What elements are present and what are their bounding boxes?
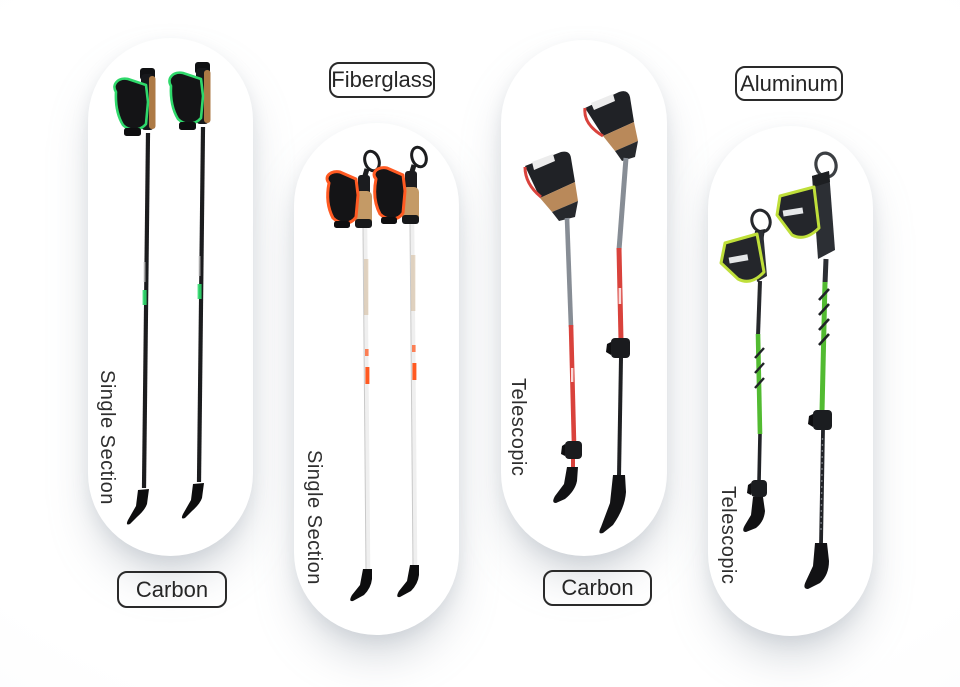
construction-type-label: Single Section (96, 370, 118, 505)
material-badge-carbon-1: Carbon (117, 571, 227, 608)
material-badge-aluminum: Aluminum (735, 66, 843, 101)
telescopic-aluminum-poles-illustration (719, 151, 838, 589)
telescopic-pole-left (523, 151, 582, 503)
telescopic-carbon-poles-illustration (523, 91, 638, 534)
telescopic-pole-right (583, 91, 638, 534)
product-card-fiberglass-single-section[interactable]: Single Section (294, 123, 459, 635)
material-badge-fiberglass: Fiberglass (329, 62, 435, 98)
material-badge-carbon-2: Carbon (543, 570, 652, 606)
product-card-aluminum-telescopic[interactable]: Telescopic (708, 126, 873, 636)
construction-type-label: Single Section (303, 450, 325, 585)
construction-type-label: Telescopic (507, 378, 529, 477)
product-card-carbon-single-section[interactable]: Single Section (88, 38, 253, 556)
product-card-carbon-telescopic[interactable]: Telescopic (501, 40, 667, 556)
construction-type-label: Telescopic (717, 486, 739, 585)
telescopic-pole-left (719, 208, 772, 532)
telescopic-pole-right (775, 151, 838, 589)
